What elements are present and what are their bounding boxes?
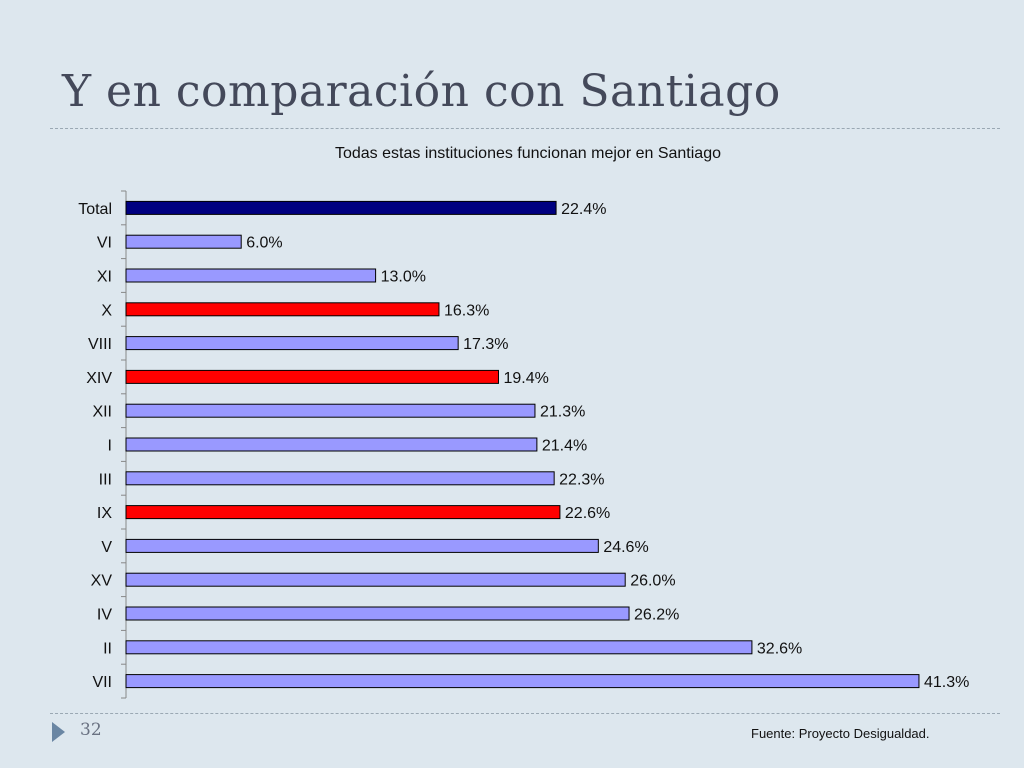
category-label: II <box>103 640 112 657</box>
category-label: XI <box>97 269 112 286</box>
bar <box>125 234 242 249</box>
value-label: 32.6% <box>757 640 802 657</box>
category-label: III <box>99 471 112 488</box>
value-label: 22.4% <box>561 201 606 218</box>
source-note: Fuente: Proyecto Desigualdad. <box>751 726 930 741</box>
category-label: XV <box>91 573 113 590</box>
bar <box>125 403 536 418</box>
value-label: 41.3% <box>924 674 969 691</box>
chart-title: Todas estas instituciones funcionan mejo… <box>334 145 721 162</box>
bar <box>125 640 753 655</box>
value-label: 19.4% <box>503 370 548 387</box>
bar <box>125 606 630 621</box>
category-label: VI <box>97 235 112 252</box>
bar <box>125 505 561 520</box>
value-label: 22.6% <box>565 505 610 522</box>
bar <box>125 268 377 283</box>
category-label: IX <box>97 505 112 522</box>
value-label: 22.3% <box>559 471 604 488</box>
slide-title: Y en comparación con Santiago <box>62 66 781 117</box>
category-label: IV <box>97 607 112 624</box>
top-divider <box>50 128 1000 129</box>
bar <box>125 538 599 553</box>
category-label: XIV <box>86 370 112 387</box>
value-label: 21.3% <box>540 404 585 421</box>
category-label: VIII <box>88 336 112 353</box>
value-label: 6.0% <box>246 235 282 252</box>
arrow-icon <box>52 722 65 742</box>
bar <box>125 674 920 689</box>
bar <box>125 302 440 317</box>
value-label: 26.2% <box>634 607 679 624</box>
value-label: 21.4% <box>542 438 587 455</box>
category-label: X <box>101 302 112 319</box>
bar <box>125 336 459 351</box>
slide-number: 32 <box>80 720 102 740</box>
bar <box>125 471 555 486</box>
value-label: 16.3% <box>444 302 489 319</box>
bar <box>125 437 538 452</box>
category-label: I <box>108 438 112 455</box>
category-label: XII <box>92 404 112 421</box>
bar <box>125 572 626 587</box>
category-label: V <box>101 539 112 556</box>
category-label: VII <box>92 674 112 691</box>
category-label: Total <box>78 201 112 218</box>
bar <box>125 200 557 215</box>
value-label: 17.3% <box>463 336 508 353</box>
value-label: 24.6% <box>603 539 648 556</box>
bar <box>125 369 499 384</box>
value-label: 26.0% <box>630 573 675 590</box>
bottom-divider <box>50 713 1000 714</box>
value-label: 13.0% <box>381 269 426 286</box>
